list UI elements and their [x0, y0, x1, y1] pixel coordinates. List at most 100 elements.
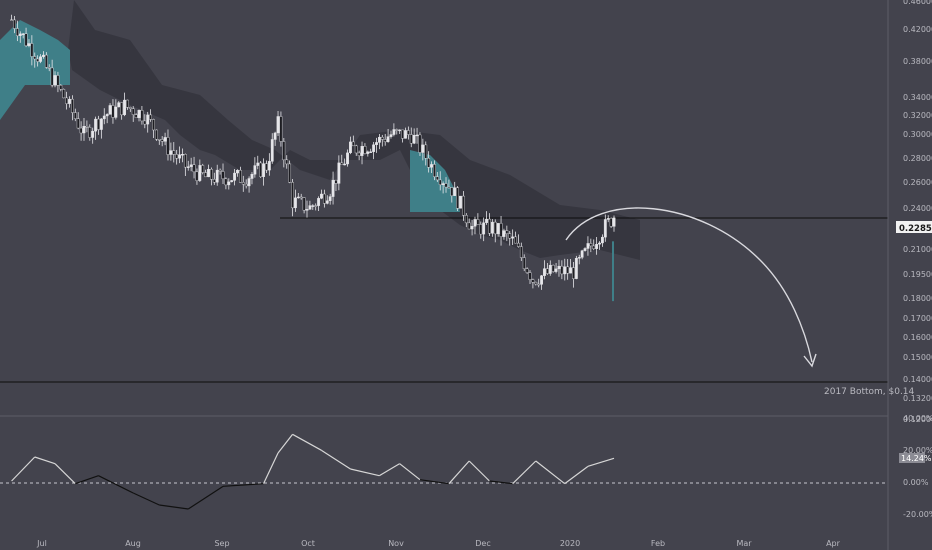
- candle-body: [65, 97, 69, 104]
- candle-body: [357, 152, 361, 156]
- candle-body: [294, 197, 297, 209]
- candle-body: [354, 145, 358, 154]
- candle-body: [470, 226, 474, 230]
- candle-body: [311, 205, 315, 207]
- candle-body: [476, 219, 480, 225]
- candle-body: [250, 174, 254, 179]
- oscillator-segment: [468, 460, 490, 482]
- cloud-layer: [0, 0, 640, 260]
- candle-body: [378, 136, 381, 143]
- candle-body: [305, 209, 309, 211]
- candle-body: [259, 162, 263, 177]
- candle-body: [73, 112, 77, 119]
- candle-body: [346, 152, 349, 165]
- candle-body: [603, 219, 607, 238]
- candle-body: [592, 245, 596, 249]
- time-axis[interactable]: Jul Aug Sep Oct Nov Dec 2020 Feb Mar Apr: [36, 539, 840, 548]
- candle-body: [441, 183, 445, 185]
- candle-body: [340, 162, 344, 165]
- candle-body: [331, 179, 335, 197]
- candle-body: [444, 183, 448, 188]
- oscillator-value-tag: 14.24%: [899, 453, 932, 463]
- candle-body: [473, 219, 477, 227]
- candle-body: [102, 115, 106, 120]
- candle-body: [44, 54, 48, 68]
- oscillator-segment: [98, 475, 134, 494]
- candle-body: [496, 223, 500, 235]
- candle-body: [479, 224, 483, 235]
- candle-body: [572, 267, 575, 279]
- candle-body: [62, 89, 66, 99]
- candle-body: [488, 218, 491, 234]
- candle-body: [160, 139, 164, 142]
- candle-body: [146, 114, 150, 125]
- candle-body: [175, 154, 179, 159]
- candle-body: [322, 193, 326, 204]
- candle-body: [320, 193, 323, 199]
- candle-body: [111, 105, 115, 118]
- candle-body: [296, 196, 300, 199]
- candle-body: [56, 75, 60, 86]
- candle-body: [166, 137, 170, 155]
- time-tick-label: Dec: [475, 539, 490, 548]
- candle-body: [15, 28, 19, 36]
- candle-body: [314, 205, 318, 207]
- candle-body: [334, 179, 338, 184]
- candle-body: [601, 236, 604, 244]
- candle-body: [183, 154, 187, 168]
- cloud-band-teal-1: [0, 20, 70, 120]
- candle-body: [212, 179, 216, 183]
- oscillator-segment: [292, 433, 322, 451]
- candle-body: [557, 265, 561, 270]
- candle-body: [366, 151, 370, 154]
- candle-body: [545, 268, 549, 274]
- candle-body: [42, 54, 45, 57]
- candle-body: [421, 144, 425, 153]
- candle-body: [285, 159, 289, 165]
- cloud-band-teal-2: [410, 150, 460, 212]
- candle-body: [522, 257, 526, 270]
- candle-body: [169, 150, 173, 155]
- candle-body: [256, 162, 260, 166]
- oscillator-axis[interactable]: 40.00% 20.00% 0.00% -20.00%: [903, 414, 932, 519]
- candle-body: [433, 164, 436, 177]
- candle-body: [574, 258, 578, 279]
- candle-body: [238, 170, 242, 183]
- candle-body: [233, 172, 236, 181]
- candle-body: [351, 141, 355, 147]
- candle-body: [189, 164, 193, 167]
- candle-body: [511, 236, 515, 239]
- candle-body: [453, 187, 457, 196]
- candle-body: [485, 218, 488, 223]
- projection-arc[interactable]: [565, 207, 813, 363]
- candle-body: [207, 169, 210, 178]
- candle-body: [152, 119, 155, 131]
- candle-body: [143, 120, 147, 125]
- candle-body: [493, 221, 497, 235]
- candle-body: [59, 85, 63, 90]
- candle-body: [47, 67, 51, 69]
- candle-body: [540, 275, 543, 285]
- oscillator-segment: [587, 457, 615, 467]
- oscillator-tick-label: -20.00%: [903, 510, 932, 519]
- candle-body: [418, 134, 422, 153]
- candle-body: [172, 150, 176, 155]
- candle-body: [71, 98, 74, 113]
- candle-body: [30, 43, 34, 57]
- cloud-band: [68, 0, 640, 260]
- candle-body: [404, 130, 407, 139]
- candle-body: [612, 217, 616, 227]
- candle-body: [94, 118, 97, 132]
- candle-body: [201, 165, 205, 173]
- candle-body: [210, 169, 213, 180]
- candle-body: [508, 233, 512, 239]
